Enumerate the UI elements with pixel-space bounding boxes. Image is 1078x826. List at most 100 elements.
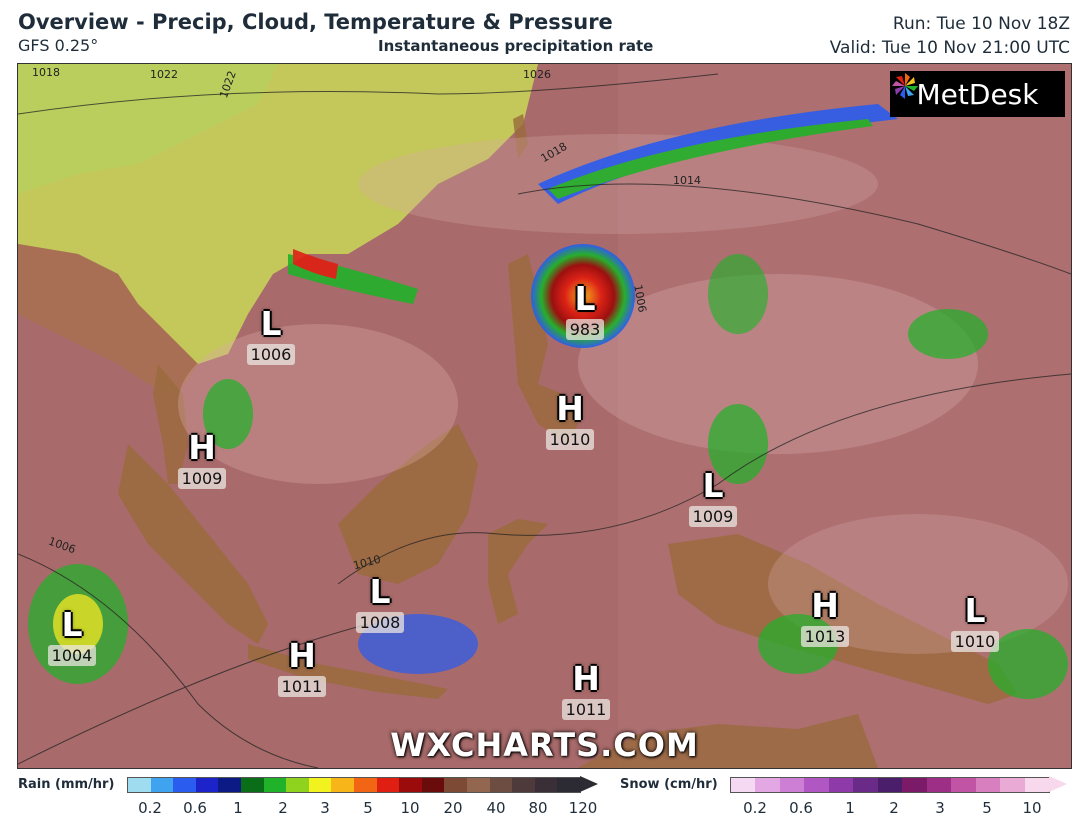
rain-color-step: [466, 778, 490, 792]
isobar-label: 1026: [523, 68, 551, 81]
snow-color-step: [951, 778, 976, 792]
pressure-type: H: [288, 636, 316, 675]
rain-color-step: [308, 778, 332, 792]
rain-tick: 0.6: [183, 799, 207, 817]
rain-color-step: [173, 778, 196, 792]
pressure-type: H: [811, 586, 839, 625]
pressure-center: H 1011: [551, 662, 621, 720]
rain-color-step: [128, 778, 151, 792]
pressure-type: L: [702, 466, 724, 505]
rain-color-step: [512, 778, 535, 792]
rain-tick: 2: [278, 799, 288, 817]
isobar-label: 1022: [150, 68, 178, 81]
pressure-type: L: [61, 605, 83, 644]
metdesk-logo: MetDesk: [890, 71, 1065, 117]
rain-color-step: [331, 778, 354, 792]
rain-tick: 20: [443, 799, 463, 817]
pressure-value: 1011: [277, 676, 327, 697]
isobars: [18, 73, 1071, 768]
snow-color-step: [1000, 778, 1025, 792]
snow-color-bar: [730, 777, 1050, 793]
snow-color-step: [804, 778, 829, 792]
snow-color-step: [755, 778, 780, 792]
pressure-center: L 1004: [37, 608, 107, 666]
sumatra: [118, 444, 268, 644]
pressure-type: L: [369, 572, 391, 611]
rain-color-step: [534, 778, 558, 792]
rain-tick: 120: [568, 799, 598, 817]
rain-color-step: [444, 778, 467, 792]
snow-tick: 10: [1022, 799, 1042, 817]
snow-tick: 1: [845, 799, 855, 817]
snow-bar-arrow: [1049, 776, 1067, 792]
pressure-center: H 1011: [267, 639, 337, 697]
snow-color-step: [853, 778, 878, 792]
java: [248, 644, 448, 699]
chart-subtitle: Instantaneous precipitation rate: [378, 37, 654, 55]
snow-tick: 0.6: [789, 799, 813, 817]
snow-color-step: [926, 778, 952, 792]
weather-map[interactable]: MetDesk L 983 L 1006 H 1009 H 1010 L 100…: [17, 63, 1072, 769]
snow-color-step: [975, 778, 1001, 792]
pressure-center: L 983: [550, 282, 620, 340]
snow-tick: 3: [935, 799, 945, 817]
pressure-value: 1011: [561, 699, 611, 720]
rain-tick: 80: [528, 799, 548, 817]
rain-color-step: [489, 778, 513, 792]
pressure-value: 1010: [950, 631, 1000, 652]
pressure-type: L: [260, 304, 282, 343]
pressure-center: H 1009: [167, 431, 237, 489]
rain-color-step: [399, 778, 422, 792]
pressure-center: L 1006: [236, 307, 306, 365]
new-guinea: [668, 534, 1018, 704]
rain-color-step: [286, 778, 309, 792]
pressure-value: 983: [565, 319, 605, 340]
rain-color-bar: [127, 777, 581, 793]
pressure-value: 1004: [47, 645, 97, 666]
pressure-value: 1006: [246, 344, 296, 365]
run-time: Run: Tue 10 Nov 18Z: [892, 14, 1070, 34]
pressure-center: L 1010: [940, 594, 1010, 652]
pressure-value: 1009: [688, 506, 738, 527]
rain-tick: 1: [233, 799, 243, 817]
snow-tick: 0.2: [743, 799, 767, 817]
pressure-value: 1013: [800, 626, 850, 647]
pressure-center: L 1008: [345, 575, 415, 633]
pressure-center: H 1010: [535, 392, 605, 450]
snow-legend: Snow (cm/hr) 0.2 0.6 1 2 3 5 10: [610, 774, 1078, 826]
rain-tick: 10: [400, 799, 420, 817]
isobar-label: 1014: [673, 174, 701, 187]
rain-tick: 40: [486, 799, 506, 817]
snow-legend-title: Snow (cm/hr): [620, 777, 718, 792]
rain-color-step: [218, 778, 241, 792]
pinwheel-icon: [892, 73, 918, 99]
model-label: GFS 0.25°: [18, 36, 99, 55]
pressure-center: L 1009: [678, 469, 748, 527]
rain-tick: 5: [363, 799, 373, 817]
rain-legend: Rain (mm/hr) 0.2 0.6 1 2 3 5 10 20 40 80…: [0, 774, 610, 826]
snow-color-step: [1024, 778, 1050, 792]
valid-time: Valid: Tue 10 Nov 21:00 UTC: [829, 38, 1070, 58]
pressure-type: H: [556, 389, 584, 428]
snow-tick: 5: [982, 799, 992, 817]
pressure-value: 1008: [355, 612, 405, 633]
map-canvas: [18, 64, 1071, 768]
typhoon-core: [531, 244, 635, 348]
rain-color-step: [263, 778, 287, 792]
rain-tick: 3: [320, 799, 330, 817]
snow-color-step: [779, 778, 805, 792]
rain-color-step: [557, 778, 580, 792]
logo-text: MetDesk: [916, 77, 1039, 111]
rain-color-step: [240, 778, 264, 792]
rain-color-step: [195, 778, 219, 792]
pressure-type: L: [574, 279, 596, 318]
rain-color-step: [150, 778, 174, 792]
rain-legend-title: Rain (mm/hr): [18, 777, 115, 792]
snow-color-step: [902, 778, 927, 792]
pressure-type: H: [188, 428, 216, 467]
chart-title: Overview - Precip, Cloud, Temperature & …: [18, 10, 613, 34]
snow-tick: 2: [889, 799, 899, 817]
snow-color-step: [731, 778, 756, 792]
snow-color-step: [877, 778, 903, 792]
watermark: WXCHARTS.COM: [390, 726, 699, 764]
